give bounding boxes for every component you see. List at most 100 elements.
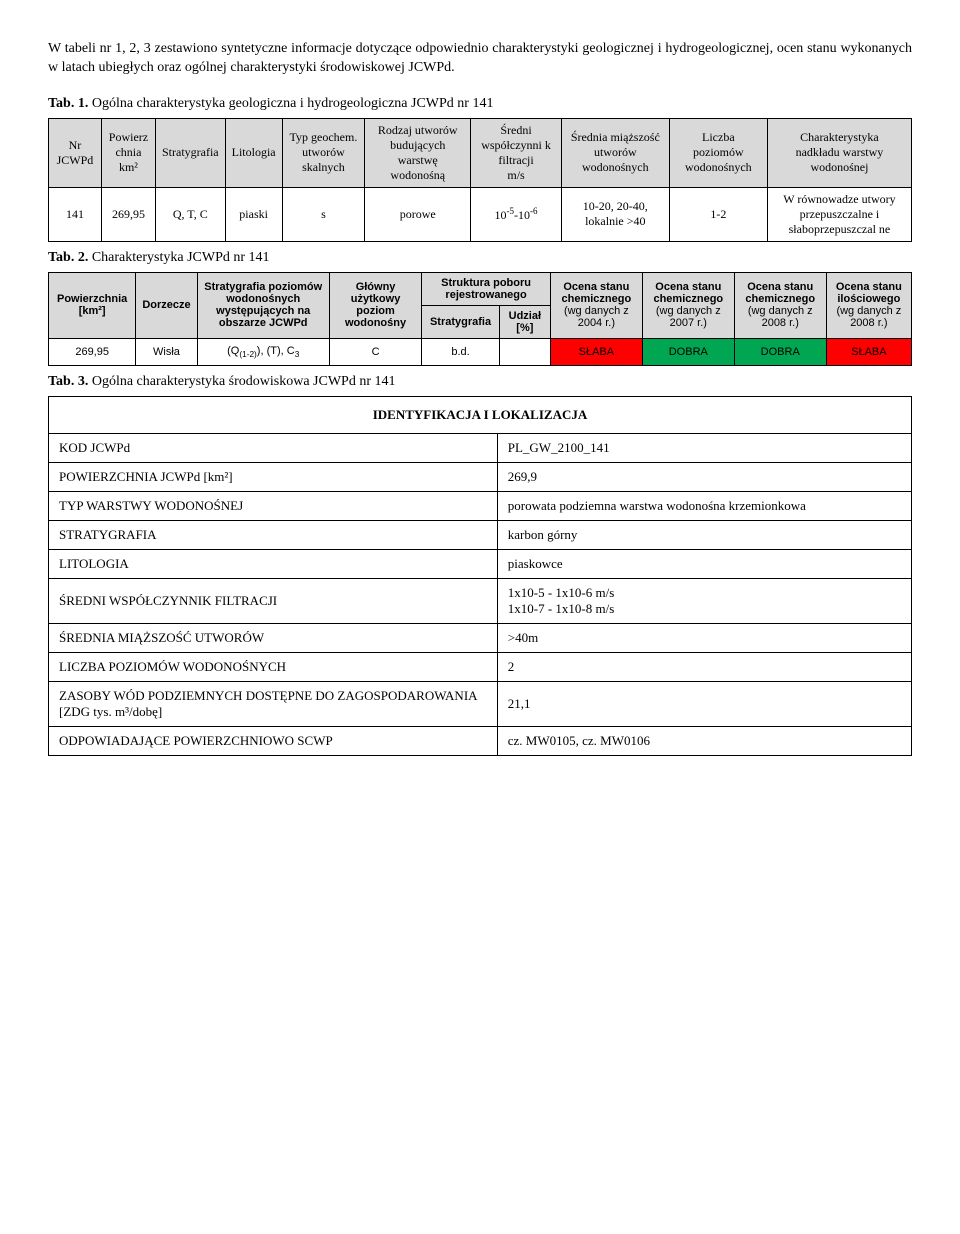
t1-c10: W równowadze utwory przepuszczalne i sła…: [767, 187, 911, 241]
t2-sudz: [499, 338, 550, 365]
t3-label: KOD JCWPd: [49, 433, 498, 462]
t2-chem08: DOBRA: [734, 338, 826, 365]
table2: Powierzchnia [km²] Dorzecze Stratygrafia…: [48, 272, 912, 366]
t2-h-chem04-top: Ocena stanu chemicznego: [562, 281, 632, 305]
t3-value: PL_GW_2100_141: [497, 433, 911, 462]
t3-value: 21,1: [497, 681, 911, 726]
t1-h7-top: Średni współczynni k filtracji: [481, 123, 551, 167]
table3-caption-bold: Tab. 3.: [48, 374, 88, 389]
t2-chem04: SŁABA: [550, 338, 642, 365]
table1-caption-bold: Tab. 1.: [48, 96, 88, 111]
t2-h-chem07-top: Ocena stanu chemicznego: [653, 281, 723, 305]
t3-value: 1x10-5 - 1x10-6 m/s 1x10-7 - 1x10-8 m/s: [497, 578, 911, 623]
t3-label: ŚREDNI WSPÓŁCZYNNIK FILTRACJI: [49, 578, 498, 623]
t2-h-ilosc-bot: (wg danych z 2008 r.): [836, 305, 901, 329]
table3-caption-rest: Ogólna charakterystyka środowiskowa JCWP…: [88, 374, 395, 389]
t1-row: 141 269,95 Q, T, C piaski s porowe 10-5-…: [49, 187, 912, 241]
t2-dor: Wisła: [136, 338, 197, 365]
t1-c4: piaski: [225, 187, 282, 241]
t1-c5: s: [282, 187, 365, 241]
t3-row: ZASOBY WÓD PODZIEMNYCH DOSTĘPNE DO ZAGOS…: [49, 681, 912, 726]
table2-caption: Tab. 2. Charakterystyka JCWPd nr 141: [48, 250, 912, 266]
t3-label: LITOLOGIA: [49, 549, 498, 578]
t2-h-chem04: Ocena stanu chemicznego (wg danych z 200…: [550, 272, 642, 338]
table2-caption-rest: Charakterystyka JCWPd nr 141: [88, 250, 269, 265]
t1-h10-top: Charakterystyka: [800, 130, 879, 144]
table3-caption: Tab. 3. Ogólna charakterystyka środowisk…: [48, 374, 912, 390]
t2-ilosc: SŁABA: [826, 338, 911, 365]
t3-value: 269,9: [497, 462, 911, 491]
t3-label: LICZBA POZIOMÓW WODONOŚNYCH: [49, 652, 498, 681]
t3-row: LITOLOGIApiaskowce: [49, 549, 912, 578]
t1-c9: 1-2: [669, 187, 767, 241]
t3-label: POWIERZCHNIA JCWPd [km²]: [49, 462, 498, 491]
t1-h2: Powierz chnia km²: [101, 118, 155, 187]
t3-label: STRATYGRAFIA: [49, 520, 498, 549]
t3-row: STRATYGRAFIAkarbon górny: [49, 520, 912, 549]
t3-section-header: IDENTYFIKACJA I LOKALIZACJA: [49, 396, 912, 433]
t1-h7: Średni współczynni k filtracji m/s: [471, 118, 561, 187]
t2-h-ilosc-top: Ocena stanu ilościowego: [836, 281, 902, 305]
t1-h10-bot: nadkładu warstwy wodonośnej: [796, 145, 884, 174]
t3-value: >40m: [497, 623, 911, 652]
t1-c7: 10-5-10-6: [471, 187, 561, 241]
t1-h4: Litologia: [225, 118, 282, 187]
t1-h6: Rodzaj utworów budujących warstwę wodono…: [365, 118, 471, 187]
t3-value: piaskowce: [497, 549, 911, 578]
t2-h-chem04-bot: (wg danych z 2004 r.): [564, 305, 629, 329]
t2-h-glowny: Główny użytkowy poziom wodonośny: [329, 272, 421, 338]
t3-label: ODPOWIADAJĄCE POWIERZCHNIOWO SCWP: [49, 726, 498, 755]
t3-value: 2: [497, 652, 911, 681]
t1-c8: 10-20, 20-40, lokalnie >40: [561, 187, 669, 241]
table1: Nr JCWPd Powierz chnia km² Stratygrafia …: [48, 118, 912, 242]
t3-value: porowata podziemna warstwa wodonośna krz…: [497, 491, 911, 520]
t2-chem07: DOBRA: [642, 338, 734, 365]
t2-strat: (Q(1-2)), (T), C3: [197, 338, 329, 365]
t2-h-s-udz: Udział [%]: [499, 305, 550, 338]
t3-label: ZASOBY WÓD PODZIEMNYCH DOSTĘPNE DO ZAGOS…: [49, 681, 498, 726]
t3-label: ŚREDNIA MIĄŻSZOŚĆ UTWORÓW: [49, 623, 498, 652]
t2-h-strat: Stratygrafia poziomów wodonośnych występ…: [197, 272, 329, 338]
t1-c6: porowe: [365, 187, 471, 241]
t1-h2-bot: chnia km²: [115, 145, 141, 174]
t2-h-chem08: Ocena stanu chemicznego (wg danych z 200…: [734, 272, 826, 338]
table2-caption-bold: Tab. 2.: [48, 250, 88, 265]
t2-h-dor: Dorzecze: [136, 272, 197, 338]
t2-h-s-strat: Stratygrafia: [422, 305, 500, 338]
t2-h-ilosc: Ocena stanu ilościowego (wg danych z 200…: [826, 272, 911, 338]
t2-sstrat: b.d.: [422, 338, 500, 365]
t1-c3: Q, T, C: [155, 187, 225, 241]
t2-h-chem07-bot: (wg danych z 2007 r.): [656, 305, 721, 329]
table3: IDENTYFIKACJA I LOKALIZACJA KOD JCWPdPL_…: [48, 396, 912, 756]
table1-caption-rest: Ogólna charakterystyka geologiczna i hyd…: [88, 96, 493, 111]
t2-h-chem07: Ocena stanu chemicznego (wg danych z 200…: [642, 272, 734, 338]
t1-h1: Nr JCWPd: [49, 118, 102, 187]
t1-c2: 269,95: [101, 187, 155, 241]
t3-section-header-row: IDENTYFIKACJA I LOKALIZACJA: [49, 396, 912, 433]
t3-row: ŚREDNIA MIĄŻSZOŚĆ UTWORÓW>40m: [49, 623, 912, 652]
t3-row: LICZBA POZIOMÓW WODONOŚNYCH2: [49, 652, 912, 681]
t2-h-struktura: Struktura poboru rejestrowanego: [422, 272, 551, 305]
t1-h9: Liczba poziomów wodonośnych: [669, 118, 767, 187]
t2-h-chem08-bot: (wg danych z 2008 r.): [748, 305, 813, 329]
t2-pow: 269,95: [49, 338, 136, 365]
t2-h-chem08-top: Ocena stanu chemicznego: [745, 281, 815, 305]
t2-h-pow: Powierzchnia [km²]: [49, 272, 136, 338]
t3-row: KOD JCWPdPL_GW_2100_141: [49, 433, 912, 462]
table1-caption: Tab. 1. Ogólna charakterystyka geologicz…: [48, 96, 912, 112]
t1-h2-top: Powierz: [109, 130, 148, 144]
t3-value: karbon górny: [497, 520, 911, 549]
t1-c1: 141: [49, 187, 102, 241]
t3-row: TYP WARSTWY WODONOŚNEJporowata podziemna…: [49, 491, 912, 520]
t3-row: ODPOWIADAJĄCE POWIERZCHNIOWO SCWPcz. MW0…: [49, 726, 912, 755]
t2-glowny: C: [329, 338, 421, 365]
t1-h3: Stratygrafia: [155, 118, 225, 187]
t1-h8: Średnia miąższość utworów wodonośnych: [561, 118, 669, 187]
t3-label: TYP WARSTWY WODONOŚNEJ: [49, 491, 498, 520]
t1-h10: Charakterystyka nadkładu warstwy wodonoś…: [767, 118, 911, 187]
intro-paragraph: W tabeli nr 1, 2, 3 zestawiono syntetycz…: [48, 40, 912, 78]
t2-row: 269,95 Wisła (Q(1-2)), (T), C3 C b.d. SŁ…: [49, 338, 912, 365]
t1-h5: Typ geochem. utworów skalnych: [282, 118, 365, 187]
t3-value: cz. MW0105, cz. MW0106: [497, 726, 911, 755]
t1-h7-unit: m/s: [507, 168, 524, 182]
